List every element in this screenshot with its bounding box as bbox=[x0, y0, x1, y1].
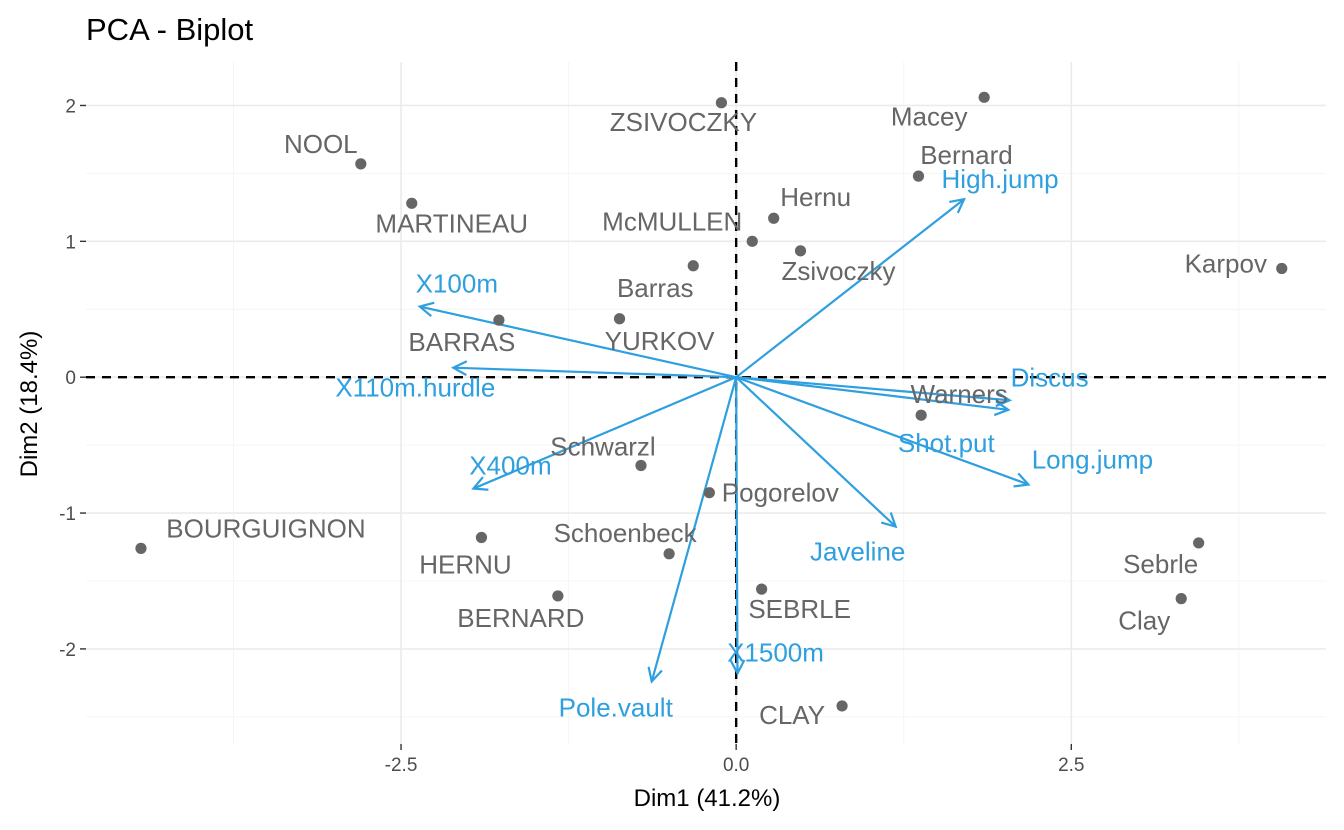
individual-point bbox=[613, 313, 626, 325]
y-axis-title: Dim2 (18.4%) bbox=[16, 331, 43, 478]
individual-label: Karpov bbox=[1185, 249, 1267, 279]
x-tick-label: 2.5 bbox=[1058, 755, 1084, 776]
grid bbox=[86, 62, 1326, 744]
individual-point bbox=[135, 542, 147, 554]
individual-label: YURKOV bbox=[605, 326, 715, 356]
individual-label: ZSIVOCZKY bbox=[610, 107, 757, 137]
variable-arrow bbox=[736, 376, 1010, 402]
individual-label: Schoenbeck bbox=[554, 518, 698, 548]
variable-arrowhead bbox=[471, 476, 489, 491]
variable-arrowhead bbox=[1013, 472, 1031, 488]
variable-label: Pole.vault bbox=[559, 693, 674, 723]
individual-label: Sebrle bbox=[1123, 549, 1198, 579]
individual-point bbox=[687, 260, 699, 272]
individual-point bbox=[635, 459, 647, 472]
variable-arrowhead bbox=[417, 301, 435, 318]
individual-label: Warners bbox=[911, 379, 1008, 409]
variable-arrowhead bbox=[949, 197, 966, 214]
x-axis-title: Dim1 (41.2%) bbox=[634, 785, 781, 812]
variable-arrow bbox=[736, 376, 1009, 411]
x-tick-label: 0.0 bbox=[723, 755, 749, 776]
individual-point bbox=[493, 314, 505, 326]
variable-label: Discus bbox=[1011, 362, 1089, 392]
variable-arrow bbox=[735, 376, 1029, 486]
individual-point bbox=[406, 197, 418, 209]
individual-label: MARTINEAU bbox=[375, 208, 528, 238]
individual-point bbox=[768, 212, 780, 224]
individual-point bbox=[475, 531, 488, 544]
variable-label: Long.jump bbox=[1032, 445, 1153, 475]
variable-label: High.jump bbox=[942, 164, 1059, 194]
variable-arrowhead bbox=[647, 666, 663, 684]
individual-label: BARRAS bbox=[408, 327, 515, 357]
individual-label: Bernard bbox=[920, 140, 1013, 170]
variable-label: X110m.hurdle bbox=[335, 373, 495, 403]
individual-point bbox=[355, 158, 367, 170]
variable-label: X400m bbox=[469, 451, 551, 481]
y-tick-label: -1 bbox=[59, 504, 76, 525]
y-tick-label: 1 bbox=[65, 232, 76, 253]
chart-title: PCA - Biplot bbox=[86, 12, 254, 47]
individual-point bbox=[912, 170, 925, 182]
individual-label: BERNARD bbox=[457, 603, 584, 633]
individual-label: Clay bbox=[1118, 606, 1170, 636]
individual-label: BOURGUIGNON bbox=[166, 513, 365, 543]
variable-label: Shot.put bbox=[898, 428, 996, 458]
individual-label: Macey bbox=[891, 101, 968, 131]
individual-point bbox=[756, 583, 768, 595]
variable-arrowhead bbox=[880, 512, 898, 529]
individual-point bbox=[794, 245, 807, 257]
individual-point bbox=[1175, 593, 1187, 605]
variable-arrow bbox=[650, 376, 738, 682]
variable-label: X100m bbox=[416, 269, 498, 299]
individual-point bbox=[1276, 262, 1288, 275]
variable-arrow bbox=[453, 366, 737, 379]
individual-label: Barras bbox=[617, 273, 694, 303]
individual-label: HERNU bbox=[419, 549, 511, 579]
individual-label: Pogorelov bbox=[722, 478, 839, 508]
variable-label: Javeline bbox=[810, 537, 905, 567]
axes: -2.5 0.0 2.5 -2 -1 0 1 2 bbox=[59, 96, 1084, 776]
variable-label: X1500m bbox=[727, 637, 824, 667]
variable-arrowhead bbox=[993, 400, 1011, 417]
individual-point bbox=[703, 487, 715, 499]
individual-point bbox=[715, 97, 728, 109]
variable-arrows bbox=[417, 197, 1031, 684]
x-tick-label: -2.5 bbox=[385, 755, 418, 776]
y-tick-label: 2 bbox=[65, 96, 76, 117]
individual-point bbox=[552, 590, 564, 602]
individual-point bbox=[663, 548, 675, 560]
individual-point bbox=[978, 91, 990, 103]
labels: ZSIVOCZKY Macey NOOL Bernard MARTINEAU Hernu M… bbox=[166, 101, 1267, 730]
variable-arrow bbox=[735, 198, 965, 379]
variable-arrow bbox=[735, 376, 897, 528]
individual-label: Zsivoczky bbox=[781, 256, 895, 286]
individual-points bbox=[135, 91, 1288, 712]
reference-lines bbox=[86, 62, 1326, 744]
individual-label: Schwarzl bbox=[550, 431, 655, 461]
variable-arrowhead bbox=[450, 360, 468, 377]
individual-point bbox=[836, 700, 848, 712]
individual-point bbox=[915, 409, 927, 421]
individual-label: SEBRLE bbox=[748, 594, 851, 624]
individual-label: CLAY bbox=[759, 700, 825, 730]
individual-label: McMULLEN bbox=[602, 206, 742, 236]
individual-label: Hernu bbox=[780, 182, 851, 212]
variable-arrow bbox=[419, 305, 737, 379]
individual-point bbox=[1193, 537, 1205, 549]
individual-label: NOOL bbox=[284, 129, 358, 159]
individual-point bbox=[746, 235, 758, 247]
variable-arrow bbox=[735, 377, 739, 674]
y-tick-label: -2 bbox=[59, 640, 76, 661]
y-tick-label: 0 bbox=[65, 368, 76, 389]
variable-arrowhead bbox=[729, 659, 746, 676]
variable-arrow bbox=[472, 376, 737, 490]
